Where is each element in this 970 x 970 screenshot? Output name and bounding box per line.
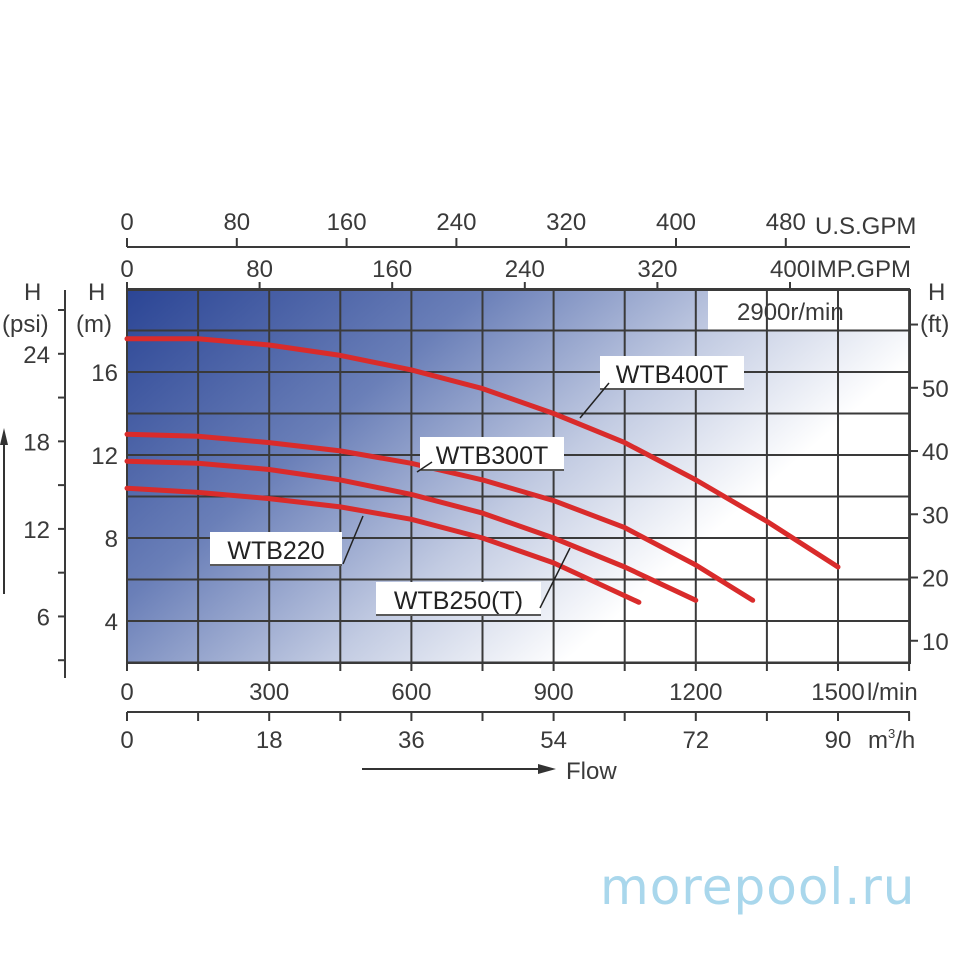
- callout-leader: [416, 461, 433, 473]
- m3h-unit: m3/h: [868, 726, 915, 754]
- m3h-unit-text: m: [868, 727, 888, 754]
- watermark: morepool.ru: [600, 858, 916, 916]
- curve-wtb400t: [124, 336, 841, 570]
- us-gpm-tick-label: 0: [120, 209, 133, 236]
- callout-leader: [342, 515, 364, 565]
- curve-wtb250t: [124, 458, 699, 603]
- callout-box: [420, 437, 564, 471]
- m3h-tick-label: 54: [540, 727, 567, 754]
- head-arrow-head: [0, 428, 8, 445]
- imp-gpm-tick-label: 160: [372, 256, 412, 283]
- h-psi-tick-label: 18: [23, 429, 50, 456]
- curve-callouts: WTB400T WTB300T WTB250(T) WTB220: [210, 356, 744, 616]
- h-ft-tick-label: 30: [922, 502, 949, 529]
- imp-gpm-tick-label: 320: [637, 256, 677, 283]
- h-m-tick-label: 4: [105, 609, 118, 636]
- flow-label: Flow: [566, 758, 617, 785]
- curve-label: WTB250(T): [394, 587, 523, 615]
- us-gpm-tick-label: 480: [766, 209, 806, 236]
- curve-wtb220: [124, 485, 642, 605]
- m3h-tick-label: 0: [120, 727, 133, 754]
- us-gpm-tick-label: 320: [546, 209, 586, 236]
- us-gpm-tick-label: 80: [223, 209, 250, 236]
- callout-box: [376, 582, 541, 616]
- m3h-tick-label: 90: [825, 727, 852, 754]
- callout-leader: [579, 382, 610, 419]
- performance-curves: [124, 336, 841, 605]
- speed-label-box: [708, 290, 910, 330]
- h-ft-tick-label: 10: [922, 629, 949, 656]
- curve-label: WTB220: [227, 537, 324, 565]
- h-psi-tick-label: 6: [37, 604, 50, 631]
- callout-leader: [539, 547, 571, 609]
- h-ft-unit: (ft): [920, 311, 949, 338]
- h-ft-tick-label: 50: [922, 376, 949, 403]
- lmin-unit: l/min: [867, 679, 918, 706]
- imp-gpm-tick-label: 0: [120, 256, 133, 283]
- h-m-tick-label: 16: [91, 360, 118, 387]
- h-m-tick-label: 12: [91, 443, 118, 470]
- h-psi-tick-label: 12: [23, 517, 50, 544]
- us-gpm-unit: U.S.GPM: [815, 213, 916, 240]
- h-m-letter: H: [88, 279, 105, 306]
- h-psi-unit: (psi): [2, 311, 49, 338]
- curve-label: WTB400T: [616, 361, 729, 389]
- lmin-tick-label: 0: [120, 679, 133, 706]
- m3h-tick-label: 18: [256, 727, 283, 754]
- us-gpm-tick-label: 240: [436, 209, 476, 236]
- curve-label: WTB300T: [436, 442, 549, 470]
- h-ft-tick-label: 20: [922, 566, 949, 593]
- h-m-unit: (m): [76, 311, 112, 338]
- m3h-tick-label: 72: [682, 727, 709, 754]
- imp-gpm-unit: 400IMP.GPM: [770, 256, 911, 283]
- us-gpm-tick-label: 160: [327, 209, 367, 236]
- lmin-tick-label: 900: [534, 679, 574, 706]
- h-ft-tick-label: 40: [922, 439, 949, 466]
- imp-gpm-tick-label: 80: [246, 256, 273, 283]
- lmin-tick-label: 300: [249, 679, 289, 706]
- imp-gpm-tick-label: 240: [505, 256, 545, 283]
- curve-wtb300t: [124, 431, 756, 603]
- lmin-tick-label: 600: [391, 679, 431, 706]
- lmin-tick-label: 1200: [669, 679, 722, 706]
- callout-box: [210, 532, 342, 566]
- callout-box: [600, 356, 744, 390]
- h-psi-letter: H: [24, 279, 41, 306]
- speed-label: 2900r/min: [737, 299, 844, 326]
- flow-arrow-head: [538, 764, 556, 774]
- grid-lines: [126, 288, 911, 664]
- h-psi-tick-label: 24: [23, 342, 50, 369]
- plot-border: [126, 289, 911, 664]
- h-ft-letter: H: [928, 279, 945, 306]
- m3h-tick-label: 36: [398, 727, 425, 754]
- lmin-tick-label: 1500: [811, 679, 864, 706]
- h-m-tick-label: 8: [105, 526, 118, 553]
- us-gpm-tick-label: 400: [656, 209, 696, 236]
